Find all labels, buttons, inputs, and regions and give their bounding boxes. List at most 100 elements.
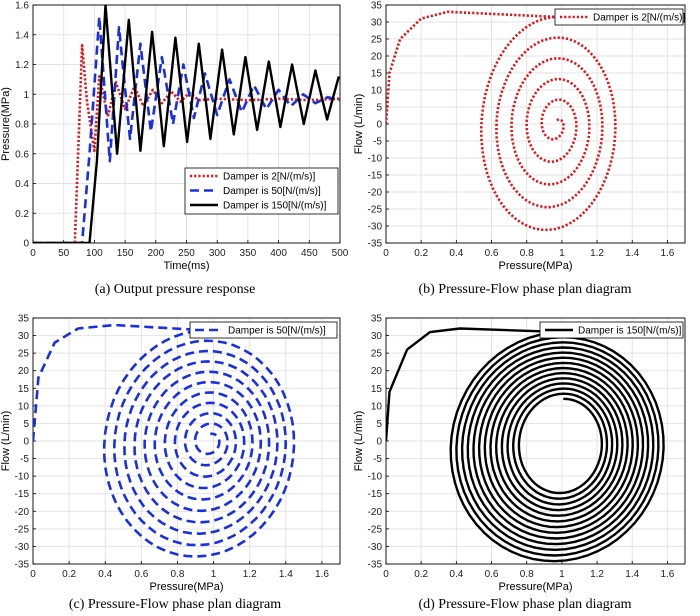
y-tick-label: -15: [368, 171, 383, 182]
y-tick-label: 20: [371, 52, 383, 63]
x-axis-label: Pressure(MPa): [499, 581, 573, 593]
x-tick-label: 50: [58, 248, 70, 259]
x-tick-label: 1: [211, 569, 217, 580]
x-axis-label: Pressure(MPa): [499, 260, 573, 272]
x-tick-label: 1: [559, 248, 565, 259]
y-tick-label: 25: [18, 349, 30, 360]
legend-entry-label: Damper is 2[N/(m/s)]: [223, 172, 315, 183]
x-tick-label: 1.2: [590, 569, 604, 580]
x-tick-label: 0.2: [414, 569, 428, 580]
x-tick-label: 0.2: [62, 569, 76, 580]
y-tick-label: -5: [373, 137, 382, 148]
x-tick-label: 1.6: [660, 248, 674, 259]
x-tick-label: 300: [209, 248, 226, 259]
y-tick-label: 0.8: [15, 120, 29, 131]
x-tick-label: 1.4: [279, 569, 293, 580]
x-tick-label: 100: [86, 248, 103, 259]
y-tick-label: -5: [20, 454, 29, 465]
x-tick-label: 0: [30, 569, 36, 580]
x-tick-label: 0.8: [520, 569, 534, 580]
x-tick-label: 150: [117, 248, 134, 259]
y-axis-label: Flow (L/min): [353, 411, 365, 472]
y-tick-label: -25: [15, 524, 30, 535]
series-line-a-2: [33, 5, 340, 243]
x-tick-label: 0: [383, 569, 389, 580]
y-tick-label: 35: [18, 314, 30, 325]
legend-box: [554, 8, 684, 26]
y-tick-label: -20: [368, 188, 383, 199]
chart-a: 0 50 100 150 200 250 300 350 400 450 500 0 0.2 0.4 0.6…: [0, 1, 349, 273]
y-tick-label: -30: [15, 542, 30, 553]
y-tick-label: -10: [368, 154, 383, 165]
y-tick-label: 25: [371, 35, 383, 46]
y-tick-label: 5: [376, 419, 382, 430]
legend-entry-label: Damper is 150[N/(m/s)]: [223, 201, 327, 212]
y-tick-label: 1.4: [15, 30, 29, 41]
x-tick-label: 0: [30, 248, 36, 259]
y-tick-label: -15: [15, 489, 30, 500]
y-tick-label: 30: [371, 331, 383, 342]
legend-entry-label: Damper is 50[N/(m/s)]: [228, 326, 326, 337]
y-tick-label: 5: [23, 419, 29, 430]
y-tick-label: 0: [23, 437, 29, 448]
caption-a: (a) Output pressure response: [94, 282, 256, 297]
caption-b: (b) Pressure-Flow phase plan diagram: [418, 282, 632, 297]
x-tick-label: 200: [147, 248, 164, 259]
legend-entry-label: Damper is 150[N/(m/s)]: [578, 326, 682, 337]
y-tick-label: 1: [23, 90, 29, 101]
x-tick-label: 1.4: [625, 569, 639, 580]
x-tick-label: 0.4: [449, 248, 463, 259]
y-tick-label: -35: [368, 560, 383, 571]
y-axis-label: Flow (L/min): [353, 94, 365, 155]
y-tick-label: 15: [371, 384, 383, 395]
legend-b: Damper is 2[N/(m/s)]: [554, 8, 685, 26]
x-tick-label: 400: [270, 248, 287, 259]
y-tick-label: 0: [23, 239, 29, 250]
legend-a: Damper is 2[N/(m/s)] Damper is 50[N/(m/s)…: [184, 167, 339, 215]
y-tick-label: 1.2: [15, 60, 29, 71]
caption-c: (c) Pressure-Flow phase plan diagram: [68, 597, 282, 612]
axes-frame: [32, 4, 341, 244]
x-tick-label: 0.6: [485, 569, 499, 580]
y-tick-label: -5: [373, 454, 382, 465]
y-tick-label: 0: [376, 437, 382, 448]
legend-entry-label: Damper is 50[N/(m/s)]: [223, 186, 321, 197]
y-tick-label: 10: [371, 401, 383, 412]
y-tick-label: 35: [371, 314, 383, 325]
x-tick-label: 1.4: [625, 248, 639, 259]
y-tick-label: 5: [376, 103, 382, 114]
y-tick-label: -10: [368, 472, 383, 483]
y-tick-label: -30: [368, 542, 383, 553]
x-tick-label: 1.2: [243, 569, 257, 580]
x-axis-label: Time(ms): [163, 260, 209, 272]
x-tick-label: 0.4: [449, 569, 463, 580]
legend-box: [189, 321, 338, 339]
y-tick-label: 30: [18, 331, 30, 342]
x-tick-label: 0.2: [414, 248, 428, 259]
x-tick-label: 1.6: [315, 569, 329, 580]
y-tick-label: -20: [368, 507, 383, 518]
y-tick-label: -35: [15, 560, 30, 571]
y-tick-label: 0.4: [15, 179, 29, 190]
y-tick-label: 20: [18, 366, 30, 377]
x-tick-label: 450: [301, 248, 318, 259]
series-line-d-0: [386, 327, 665, 563]
y-tick-label: 10: [371, 86, 383, 97]
y-tick-label: -25: [368, 205, 383, 216]
series-line-b-0: [386, 10, 617, 232]
y-tick-label: 35: [371, 1, 383, 12]
x-tick-label: 0.6: [485, 248, 499, 259]
y-tick-label: 0.2: [15, 209, 29, 220]
y-tick-label: -25: [368, 524, 383, 535]
chart-d: 0 0.2 0.4 0.6 0.8 1 1.2 1.4 1.6 -35 -30 -25 -20 -15 -1…: [353, 314, 686, 593]
y-tick-label: -20: [15, 507, 30, 518]
x-tick-label: 350: [240, 248, 257, 259]
x-tick-label: 1.6: [660, 569, 674, 580]
y-axis-label: Flow (L/min): [0, 411, 12, 472]
y-tick-label: 15: [371, 69, 383, 80]
y-tick-label: 25: [371, 349, 383, 360]
y-axis-label: Pressure(MPa): [0, 87, 12, 161]
y-tick-label: 0.6: [15, 149, 29, 160]
x-tick-label: 0.4: [98, 569, 112, 580]
y-tick-label: -35: [368, 239, 383, 250]
